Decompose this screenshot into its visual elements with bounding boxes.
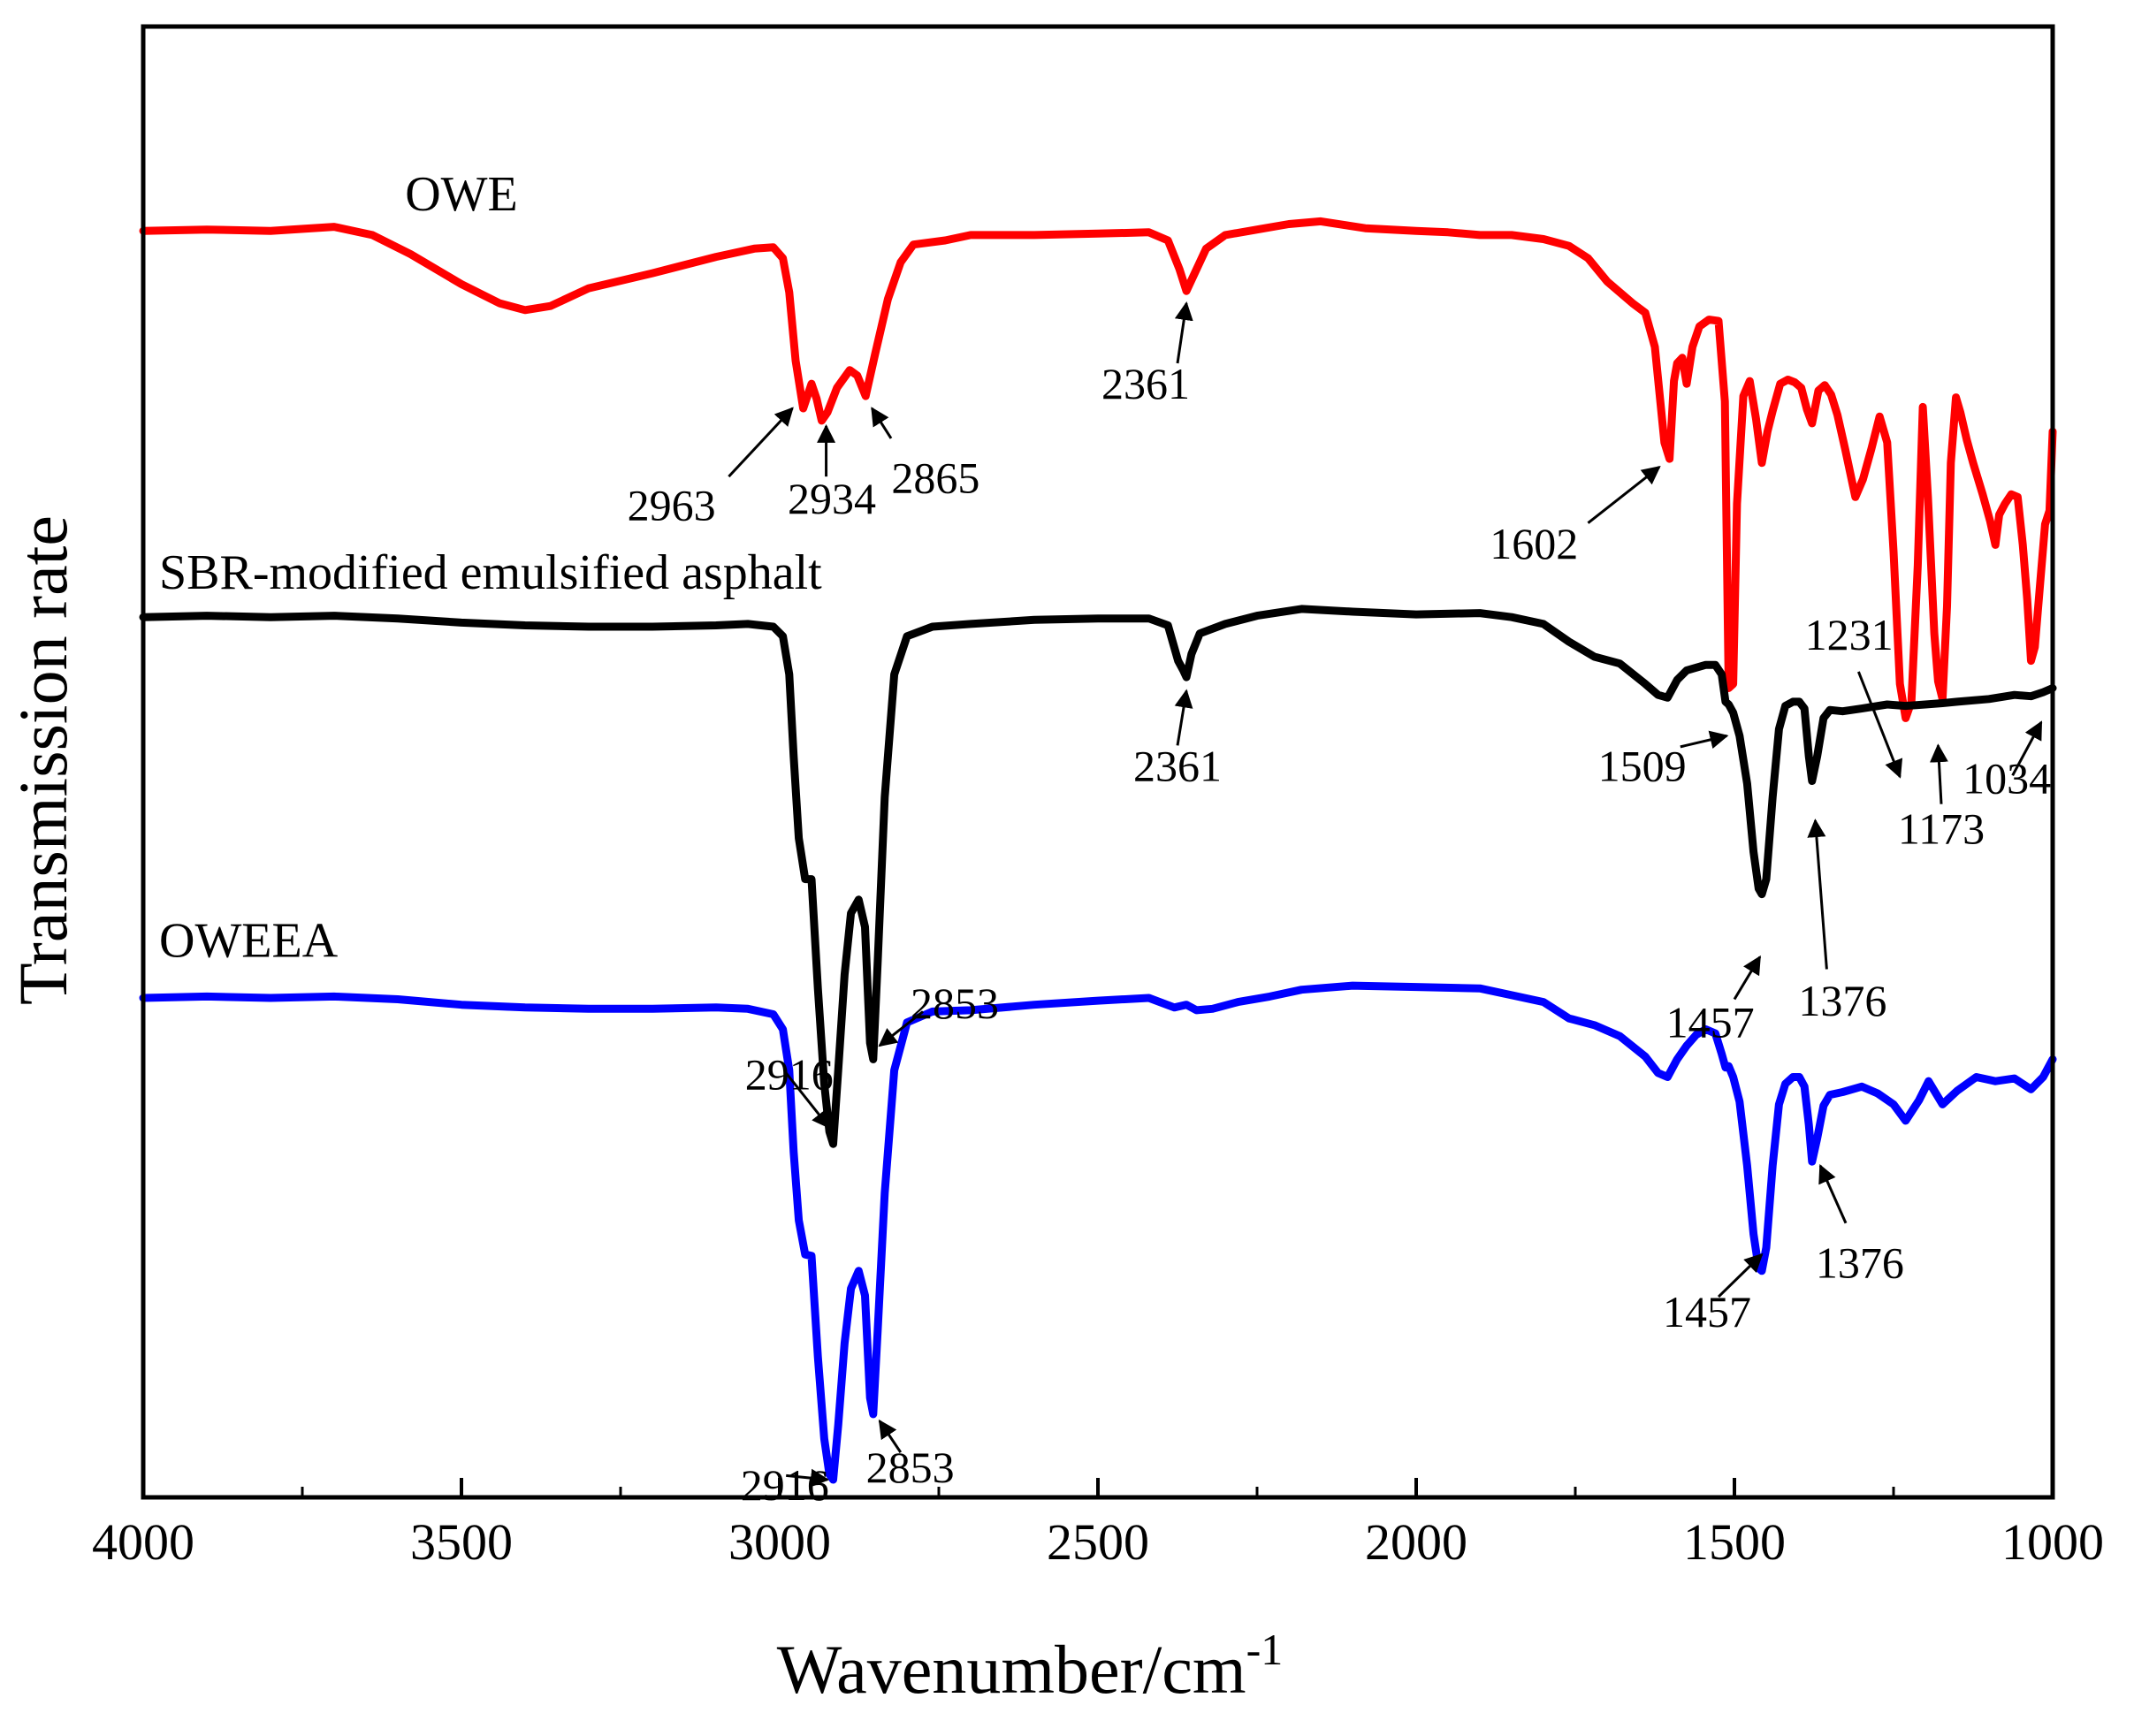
peak-label: 2916 [741,1460,829,1510]
peak-arrow [2011,720,2043,777]
x-tick-label: 1500 [1683,1513,1786,1571]
peak-arrow [786,1468,830,1488]
x-tick-label: 2000 [1365,1513,1467,1571]
peak-arrow [1717,1253,1764,1298]
peak-arrow [1733,955,1762,1001]
series-line-sbr-modified-emulsified-asphalt [139,605,2057,1148]
y-axis-title-group: Transmission rate [4,515,81,1005]
peak-label: 2853 [866,1443,955,1492]
series-layer [139,217,2057,1484]
x-axis-title-main: Wavenumber/cm [777,1631,1246,1708]
peak-label: 2865 [891,453,979,503]
peak-arrow [1587,466,1661,524]
x-axis-ticks: 4000 3500 3000 2500 2000 1500 1000 [92,1478,2104,1571]
x-tick-label: 1000 [2001,1513,2104,1571]
peak-arrow [1174,689,1193,746]
peak-label: 1173 [1898,803,1985,853]
x-tick-label: 4000 [92,1513,194,1571]
peak-arrow [871,407,893,439]
x-tick-label: 3000 [728,1513,831,1571]
x-axis-title: Wavenumber/cm-1 [777,1625,1284,1708]
peak-label: 1457 [1663,1287,1751,1336]
series-label-oweea: OWEEA [159,914,339,969]
peak-arrow [878,1010,924,1047]
peak-label: 2361 [1101,359,1190,408]
peak-label: 2963 [628,481,716,530]
peak-label: 1376 [1816,1237,1904,1287]
peak-arrow [1174,301,1193,364]
peak-arrow [785,1071,831,1130]
peak-arrow [1818,1163,1848,1224]
series-labels: OWE SBR-modified emulsified asphalt OWEEA [159,167,822,969]
peak-label: 1231 [1805,610,1894,659]
peak-label: 1457 [1666,998,1755,1047]
series-label-sbr-modified-emulsified-asphalt: SBR-modified emulsified asphalt [159,545,822,600]
peak-arrow [1857,671,1903,779]
peak-label: 2361 [1133,741,1222,790]
peak-label: 1034 [1963,753,2051,803]
peak-label: 2853 [911,978,999,1028]
series-line-oweea [139,981,2057,1484]
x-tick-label: 3500 [410,1513,513,1571]
peak-arrow [1680,730,1729,750]
series-line-owe [139,217,2057,722]
peak-label: 1376 [1798,976,1886,1025]
x-tick-label: 2500 [1047,1513,1149,1571]
peak-label: 1602 [1490,519,1578,568]
series-label-owe: OWE [405,167,518,222]
peak-annotations: 2963 2934 2865 2361 1602 2361 2853 2916 1509 1457… [628,301,2051,1510]
peak-arrow [1929,743,1948,804]
peak-arrow [1807,819,1828,970]
plot-frame [141,24,2055,1500]
peak-arrow [878,1419,903,1453]
peak-label: 2916 [745,1049,834,1099]
y-axis-title: Transmission rate [4,515,81,1005]
x-axis-title-superscript: -1 [1246,1625,1284,1674]
peak-label: 2934 [788,474,876,523]
peak-label: 1509 [1598,741,1687,790]
peak-arrow [728,407,794,478]
